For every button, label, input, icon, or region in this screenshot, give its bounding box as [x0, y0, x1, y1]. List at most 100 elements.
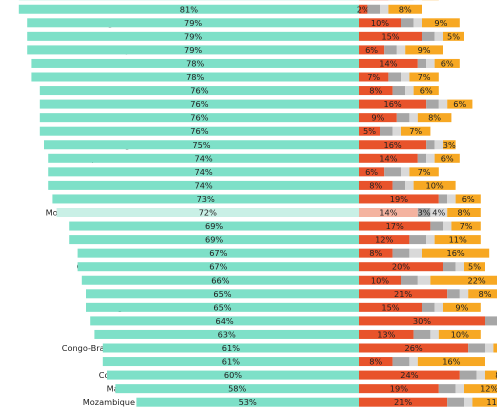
plot-area: Sénégal81%7%4%Cabo Verde81%2%8%Madagasca… [18, 0, 497, 407]
data-label-share: 66% [211, 275, 229, 285]
bar-s1 [359, 343, 469, 353]
category-label: Sénégal [102, 0, 135, 1]
data-label-share: 76% [190, 113, 208, 123]
data-label-s4: 7% [418, 167, 431, 177]
data-label-s4: 7% [418, 72, 431, 82]
bar-s2 [384, 45, 397, 55]
data-label-s1: 6% [365, 45, 378, 55]
bar-s2 [417, 58, 427, 68]
bar-s1 [359, 221, 431, 231]
bar-s1 [359, 180, 393, 190]
bar-s3 [409, 248, 422, 258]
bar-s1 [359, 167, 385, 177]
data-label-s1: 21% [394, 397, 412, 407]
bar-s2 [430, 221, 443, 231]
bar-share [44, 140, 359, 150]
bar-s1 [359, 113, 397, 123]
data-label-share: 63% [218, 329, 236, 339]
bar-s2 [409, 235, 427, 245]
data-label-s1: 12% [375, 235, 393, 245]
bar-s2 [392, 86, 406, 96]
bar-s4 [468, 289, 497, 299]
data-label-share: 64% [215, 316, 233, 326]
data-label-share: 79% [184, 31, 202, 41]
bar-s3 [380, 4, 389, 14]
data-label-s4: 6% [441, 153, 454, 163]
data-label-s2: 3% [418, 208, 431, 218]
bar-s4 [430, 275, 497, 285]
bar-s1 [359, 397, 448, 407]
bar-share [27, 45, 359, 55]
bar-s3 [405, 180, 414, 190]
bar-s4 [417, 113, 452, 123]
bar-s2 [447, 289, 460, 299]
bar-s4 [451, 221, 481, 231]
bar-s1 [359, 235, 410, 245]
data-label-s4: 4% [424, 0, 437, 1]
bar-s1 [359, 4, 368, 14]
data-label-share: 69% [205, 235, 223, 245]
data-label-share: 73% [197, 194, 215, 204]
bar-s4 [464, 262, 485, 272]
bar-s2 [438, 194, 448, 204]
bar-s2 [438, 384, 456, 394]
data-label-s1: 14% [379, 208, 397, 218]
data-label-s1: 17% [386, 221, 404, 231]
bar-s4 [401, 126, 431, 136]
bar-share [107, 370, 359, 380]
bar-s3 [485, 343, 494, 353]
bar-s3 [417, 275, 431, 285]
data-label-s1: 14% [379, 58, 397, 68]
data-label-s4: 5% [468, 262, 481, 272]
bar-share [48, 167, 359, 177]
bar-s4 [447, 208, 481, 217]
bar-s4 [434, 153, 460, 163]
bar-s4 [409, 72, 439, 82]
bar-share [48, 153, 359, 163]
bar-s4 [485, 370, 497, 380]
bar-s2 [380, 126, 393, 136]
bar-s2 [468, 343, 485, 353]
bar-s2 [392, 180, 406, 190]
bar-s1 [359, 262, 443, 272]
bar-share [102, 357, 360, 367]
data-label-s1: 6% [365, 167, 378, 177]
bar-share [136, 397, 359, 407]
bar-s4 [443, 140, 456, 150]
bar-s3 [396, 45, 406, 55]
bar-share [77, 262, 359, 272]
bar-s3 [409, 357, 418, 367]
bar-s4 [443, 302, 481, 312]
bar-s1 [359, 72, 389, 82]
bar-s1 [359, 370, 460, 380]
bar-s2 [413, 329, 431, 339]
bar-s3 [447, 194, 456, 204]
data-label-s4: 11% [486, 397, 497, 407]
data-label-share: 65% [213, 289, 231, 299]
bar-s4 [447, 99, 473, 109]
data-label-s1: 14% [379, 153, 397, 163]
data-label-s1: 2% [357, 4, 370, 14]
data-label-s4: 16% [442, 357, 460, 367]
bar-s2 [426, 99, 439, 109]
data-label-s4: 10% [451, 329, 469, 339]
data-label-s1: 16% [383, 99, 401, 109]
bar-s3 [443, 221, 452, 231]
bar-share [69, 221, 359, 231]
bar-s4 [493, 343, 497, 353]
bar-share [39, 86, 360, 96]
bar-s2 [422, 31, 435, 41]
bar-s3 [430, 329, 439, 339]
bar-s1 [359, 384, 439, 394]
data-label-share: 72% [199, 208, 217, 218]
data-label-share: 76% [190, 86, 208, 96]
bar-s4 [443, 31, 464, 41]
data-label-s1: 19% [390, 194, 408, 204]
bar-s2 [485, 316, 497, 326]
data-label-share: 76% [190, 126, 208, 136]
data-label-share: 79% [184, 18, 202, 28]
data-label-s4: 11% [449, 235, 467, 245]
data-label-share: 67% [209, 248, 227, 258]
bar-s1 [359, 275, 401, 285]
